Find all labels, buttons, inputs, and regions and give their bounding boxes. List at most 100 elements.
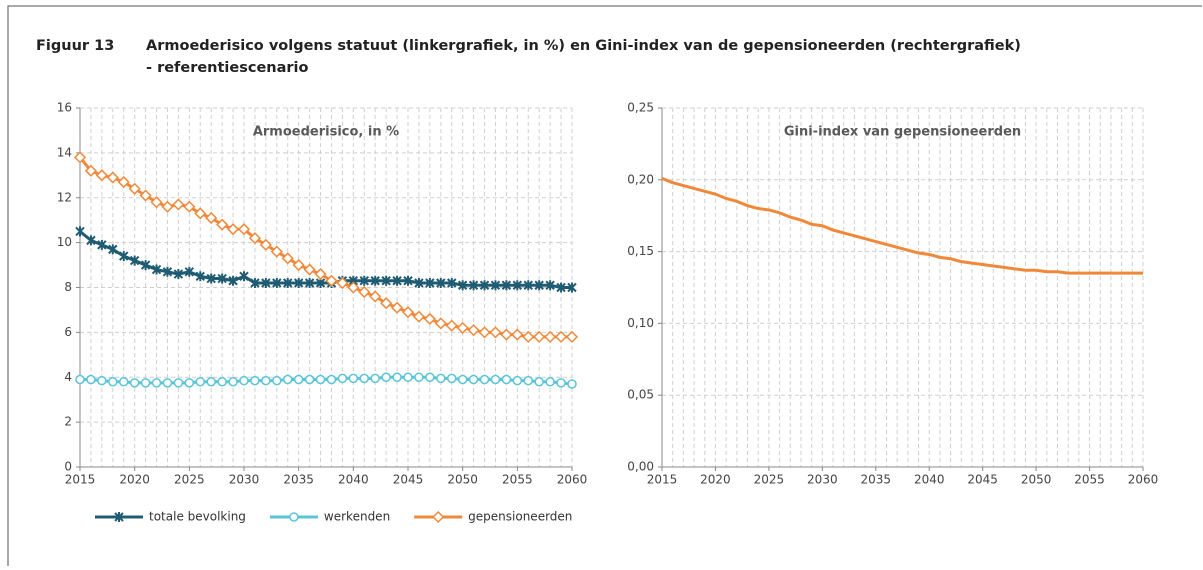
figure-number: Figuur 13 [36,38,114,54]
legend-label: totale bevolking [149,510,246,524]
x-tick-label: 2040 [914,473,945,487]
marker [369,290,382,303]
legend-label: gepensioneerden [468,510,572,524]
marker [162,378,173,388]
marker [173,378,184,388]
marker [304,374,315,385]
marker [533,330,546,343]
marker [358,285,371,299]
marker [162,266,173,277]
marker [106,171,119,184]
marker [173,269,184,280]
marker [314,267,327,281]
x-tick-label: 2045 [967,473,998,487]
y-tick-label: 6 [64,325,72,339]
figure-title: Armoederisico volgens statuut (linkergra… [146,38,1021,54]
marker [534,376,544,387]
x-tick-label: 2025 [174,473,205,487]
marker [489,326,502,339]
x-tick-label: 2060 [557,473,588,487]
marker [490,280,501,291]
marker [172,198,185,211]
marker [140,260,151,271]
marker [501,280,512,291]
marker [195,376,206,387]
marker [446,373,457,384]
marker [86,235,96,246]
marker [359,275,369,286]
marker [326,374,337,385]
marker [250,375,260,386]
marker [336,276,349,290]
marker [139,189,152,202]
marker [348,373,359,384]
marker [282,374,293,385]
x-tick-label: 2050 [1021,473,1052,487]
y-tick-label: 8 [64,280,72,294]
x-tick-label: 2035 [283,473,314,487]
marker [457,374,468,385]
marker [283,278,293,289]
y-tick-label: 0,00 [627,460,654,474]
marker [228,376,238,387]
marker [381,372,391,382]
x-tick-label: 2015 [65,473,96,487]
marker [248,232,261,245]
marker [403,275,413,286]
y-tick-label: 14 [57,145,72,159]
figure-title: - referentiescenario [146,60,309,76]
x-tick-label: 2030 [229,473,260,487]
marker [434,317,447,330]
x-tick-label: 2060 [1128,473,1159,487]
series-line [661,176,1143,275]
y-tick-label: 0 [64,460,72,474]
marker [161,200,174,213]
marker [261,375,271,386]
marker [86,374,96,385]
marker [195,271,205,282]
marker [565,330,579,343]
marker [108,376,118,387]
marker [118,376,129,387]
x-tick-label: 2030 [807,473,838,487]
marker [184,266,195,277]
marker [128,182,141,195]
marker [270,245,283,258]
series-line [78,156,572,339]
marker [259,238,272,251]
marker [414,278,424,289]
marker [391,301,404,314]
marker [468,280,479,291]
marker [129,255,140,266]
marker [272,278,282,289]
legend-label: werkenden [324,510,390,524]
y-tick-label: 0,15 [627,244,654,258]
marker [73,151,87,164]
y-tick-label: 12 [57,190,72,204]
y-tick-label: 10 [57,235,72,249]
marker [117,175,130,189]
marker [467,324,480,337]
marker [545,376,555,387]
marker [457,280,468,291]
marker [129,378,140,388]
marker [206,376,216,387]
marker [447,278,457,289]
marker [325,274,338,287]
marker [511,328,524,341]
marker [97,239,107,250]
marker [75,226,85,237]
marker [423,312,436,325]
marker [151,264,162,275]
marker [347,281,360,294]
y-tick-label: 4 [64,370,72,384]
marker [108,244,118,255]
marker [545,280,555,291]
marker [425,278,435,289]
marker [359,373,370,384]
y-tick-label: 2 [64,415,72,429]
marker [84,164,97,177]
marker [151,378,162,388]
x-tick-label: 2015 [647,473,678,487]
